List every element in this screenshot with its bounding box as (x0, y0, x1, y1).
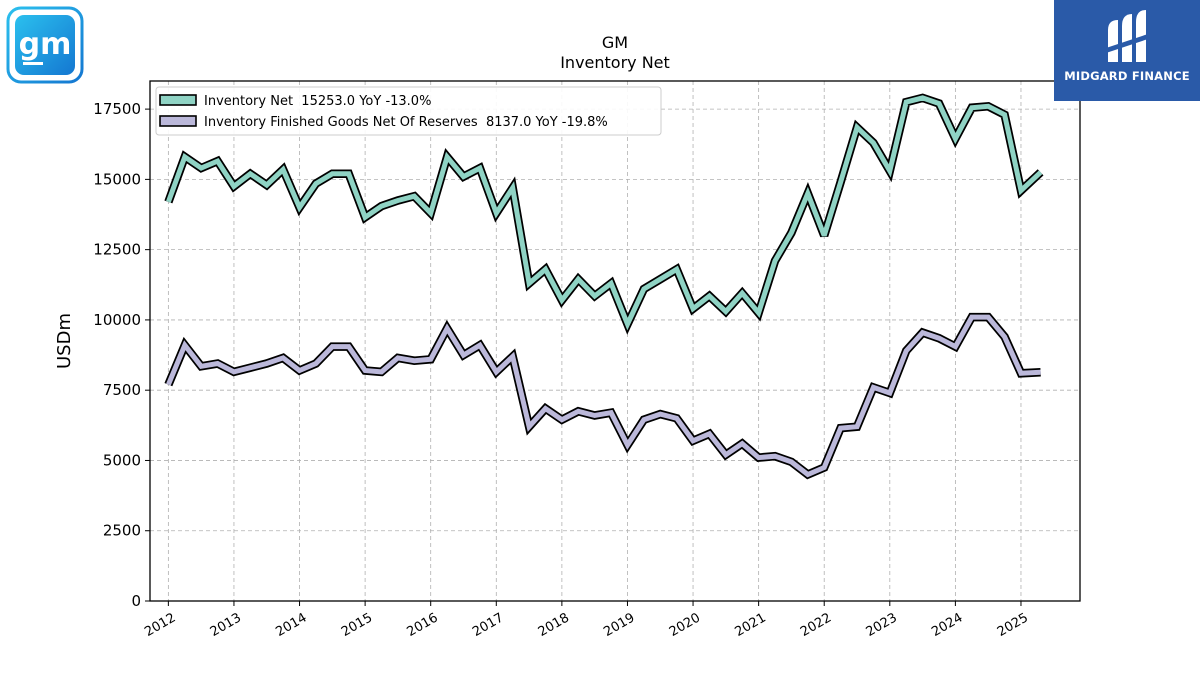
y-tick-label: 5000 (103, 451, 141, 469)
x-tick-label: 2014 (273, 610, 309, 640)
x-tick-label: 2024 (929, 610, 965, 640)
y-axis-label: USDm (54, 313, 75, 369)
x-tick-label: 2020 (667, 610, 703, 640)
legend-label-finished-goods: Inventory Finished Goods Net Of Reserves… (204, 115, 608, 130)
x-tick-label: 2022 (798, 610, 834, 640)
x-tick-label: 2018 (536, 610, 572, 640)
y-tick-label: 17500 (93, 100, 141, 118)
x-tick-label: 2021 (732, 610, 768, 640)
series-layer (164, 93, 1044, 480)
x-tick-label: 2012 (142, 610, 178, 640)
y-tick-label: 0 (131, 592, 141, 610)
gm-logo-text: gm (19, 27, 72, 62)
y-tick-label: 12500 (93, 241, 141, 259)
y-tick-label: 7500 (103, 381, 141, 399)
midgard-finance-logo: MIDGARD FINANCE (1054, 0, 1200, 101)
legend-box (155, 86, 662, 136)
y-axis: 0 2500 5000 7500 10000 12500 15000 17500 (93, 100, 150, 610)
x-tick-label: 2016 (405, 610, 441, 640)
midgard-mark-icon (1106, 10, 1148, 62)
gm-logo-icon: gm (6, 6, 84, 84)
legend-swatch-inventory-net (159, 94, 197, 106)
x-tick-label: 2019 (601, 610, 637, 640)
legend-swatch-finished-goods (159, 115, 197, 127)
x-tick-label: 2015 (339, 610, 375, 640)
x-axis: 2012 2013 2014 2015 2016 2017 2018 2019 2020 2021… (142, 601, 1031, 640)
x-tick-label: 2017 (470, 610, 506, 640)
y-tick-label: 15000 (93, 170, 141, 188)
chart-title: GM (602, 33, 628, 52)
y-tick-label: 10000 (93, 311, 141, 329)
x-tick-label: 2013 (208, 610, 244, 640)
y-tick-label: 2500 (103, 522, 141, 540)
series-line-0 (166, 95, 1043, 331)
x-tick-label: 2025 (995, 610, 1031, 640)
legend-label-inventory-net: Inventory Net 15253.0 YoY -13.0% (204, 94, 431, 109)
x-tick-label: 2023 (864, 610, 900, 640)
series-line-1 (166, 314, 1041, 478)
chart-subtitle: Inventory Net (560, 53, 670, 72)
watermark-text: MIDGARD FINANCE (1064, 69, 1190, 83)
gm-logo: gm (6, 6, 84, 84)
plot-frame (149, 80, 1081, 602)
legend: Inventory Net 15253.0 YoY -13.0% Invento… (155, 86, 662, 136)
